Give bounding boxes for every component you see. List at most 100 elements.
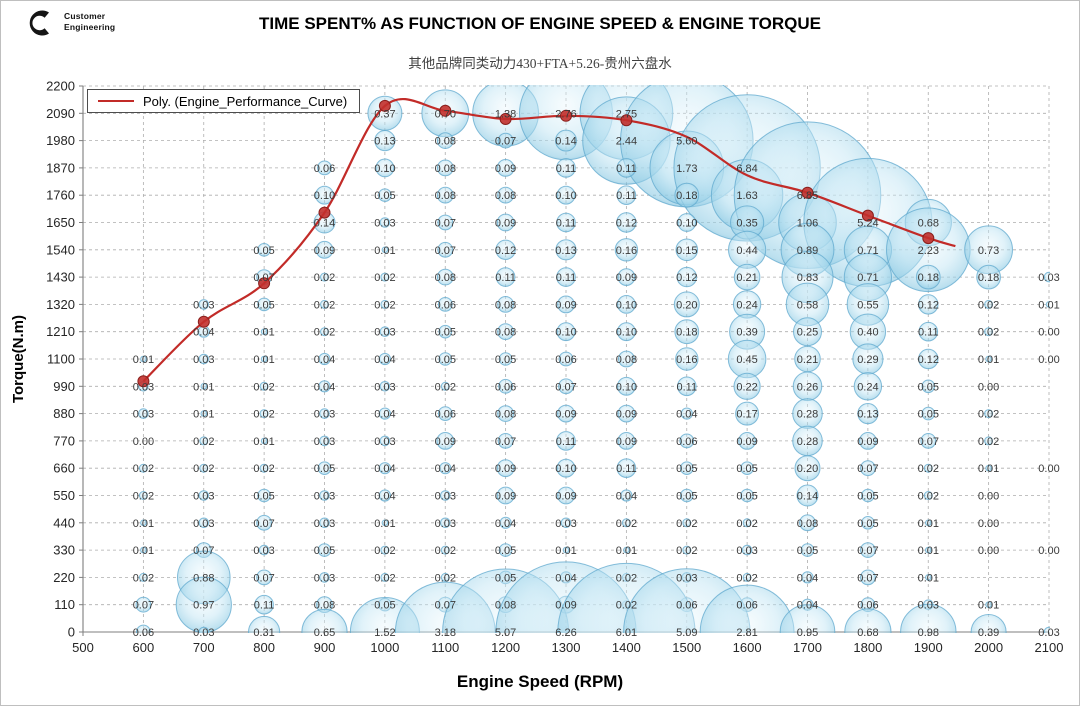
y-tick-label: 1650 <box>46 215 75 230</box>
bubble <box>733 372 761 400</box>
bubble-value-label: 0.05 <box>435 327 456 339</box>
bubble-value-label: 0.09 <box>736 436 757 448</box>
bubble-value-label: 0.97 <box>193 600 214 612</box>
bubble-value-label: 0.03 <box>314 518 335 530</box>
bubble <box>900 603 957 633</box>
bubble <box>733 263 761 291</box>
bubble <box>859 432 877 450</box>
bubble <box>497 433 514 449</box>
bubble <box>138 491 148 500</box>
bubble <box>560 517 572 529</box>
bubble <box>378 188 392 202</box>
bubble <box>319 517 330 529</box>
bubble <box>320 272 329 282</box>
bubble-value-label: 0.05 <box>495 354 516 366</box>
x-tick-label: 900 <box>314 640 336 655</box>
bubble <box>317 461 332 476</box>
bubble-value-label: 0.02 <box>978 436 999 448</box>
bubble-value-label: 0.03 <box>314 572 335 584</box>
bubble <box>440 490 451 501</box>
bubble <box>985 601 992 609</box>
bubble-value-label: 0.39 <box>978 627 999 639</box>
bubble <box>436 186 454 204</box>
bubble-group <box>135 85 1050 633</box>
bubble <box>138 408 149 419</box>
bubble-value-label: 0.01 <box>133 354 154 366</box>
bubble-value-label: 0.14 <box>797 491 818 503</box>
bubble <box>618 350 635 368</box>
bubble <box>675 238 699 262</box>
y-tick-label: 1320 <box>46 297 75 312</box>
bubble <box>556 431 576 451</box>
bubble-value-label: 0.03 <box>314 491 335 503</box>
bubble-value-label: 0.28 <box>797 436 818 448</box>
bubble-value-label: 0.18 <box>918 272 939 284</box>
bubble-value-label: 0.25 <box>797 327 818 339</box>
bubble-value-label: 0.28 <box>797 409 818 421</box>
bubble <box>436 268 454 286</box>
bubble-value-label: 0.02 <box>374 572 395 584</box>
bubble <box>556 458 576 478</box>
bubble-value-label: 0.05 <box>918 381 939 393</box>
bubble-value-label: 0.02 <box>253 409 274 421</box>
bubble <box>861 516 875 530</box>
bubble-value-label: 0.21 <box>736 272 757 284</box>
bubble-value-label: 0.01 <box>253 354 274 366</box>
bubble-value-label: 6.01 <box>616 627 637 639</box>
bubble-value-label: 0.05 <box>253 245 274 257</box>
bubble-value-label: 0.29 <box>857 354 878 366</box>
bubble-value-label: 0.03 <box>374 218 395 230</box>
bubble-value-label: 0.05 <box>314 463 335 475</box>
bubble-value-label: 0.04 <box>797 600 818 612</box>
bubble-value-label: 0.07 <box>918 436 939 448</box>
bubble <box>497 296 515 313</box>
bubble-value-label: 0.04 <box>193 327 214 339</box>
curve-point-dot <box>560 109 572 122</box>
bubble <box>673 291 700 318</box>
bubble-value-label: 0.07 <box>857 463 878 475</box>
bubble-value-label: 0.04 <box>374 409 395 421</box>
bubble-value-label: 0.03 <box>374 327 395 339</box>
bubble-value-label: 1.73 <box>676 163 697 175</box>
bubble <box>136 624 151 633</box>
bubble-value-label: 0.11 <box>616 463 637 475</box>
y-tick-label: 880 <box>53 406 75 421</box>
bubble-value-label: 0.06 <box>133 627 154 639</box>
bubble-value-label: 0.01 <box>133 518 154 530</box>
bubble <box>318 380 331 393</box>
bubble-value-label: 0.11 <box>556 218 577 230</box>
bubble <box>860 460 876 477</box>
bubble-value-label: 0.00 <box>1038 327 1059 339</box>
bubble-value-label: 0.02 <box>193 463 214 475</box>
bubble-value-label: 0.07 <box>435 600 456 612</box>
bubble-value-label: 0.02 <box>616 518 637 530</box>
bubble-value-label: 0.17 <box>736 409 757 421</box>
bubble <box>800 543 815 557</box>
bubble <box>375 158 395 178</box>
bubble-value-label: 0.05 <box>314 545 335 557</box>
bubble-value-label: 0.95 <box>797 627 818 639</box>
bubble-value-label: 0.04 <box>797 572 818 584</box>
bubble-value-label: 0.01 <box>374 518 395 530</box>
bubble-value-label: 0.08 <box>435 136 456 148</box>
bubble-value-label: 0.00 <box>978 518 999 530</box>
y-tick-label: 440 <box>53 515 75 530</box>
bubble-value-label: 0.00 <box>978 491 999 503</box>
bubble <box>617 295 636 314</box>
x-tick-label: 1300 <box>552 640 581 655</box>
bubble-value-label: 0.44 <box>736 245 757 257</box>
bubble-value-label: 0.45 <box>736 354 757 366</box>
bubble-value-label: 0.16 <box>616 245 637 257</box>
bubble-value-label: 0.04 <box>374 491 395 503</box>
bubble <box>984 436 994 446</box>
bubble <box>680 461 694 476</box>
bubble-value-label: 0.03 <box>736 545 757 557</box>
x-tick-label: 800 <box>253 640 275 655</box>
bubble-value-label: 0.01 <box>374 245 395 257</box>
bubble-value-label: 0.10 <box>374 163 395 175</box>
bubble-value-label: 0.04 <box>676 409 697 421</box>
bubble <box>844 608 892 633</box>
x-tick-label: 1600 <box>733 640 762 655</box>
x-tick-label: 1700 <box>793 640 822 655</box>
bubble <box>1043 271 1050 283</box>
